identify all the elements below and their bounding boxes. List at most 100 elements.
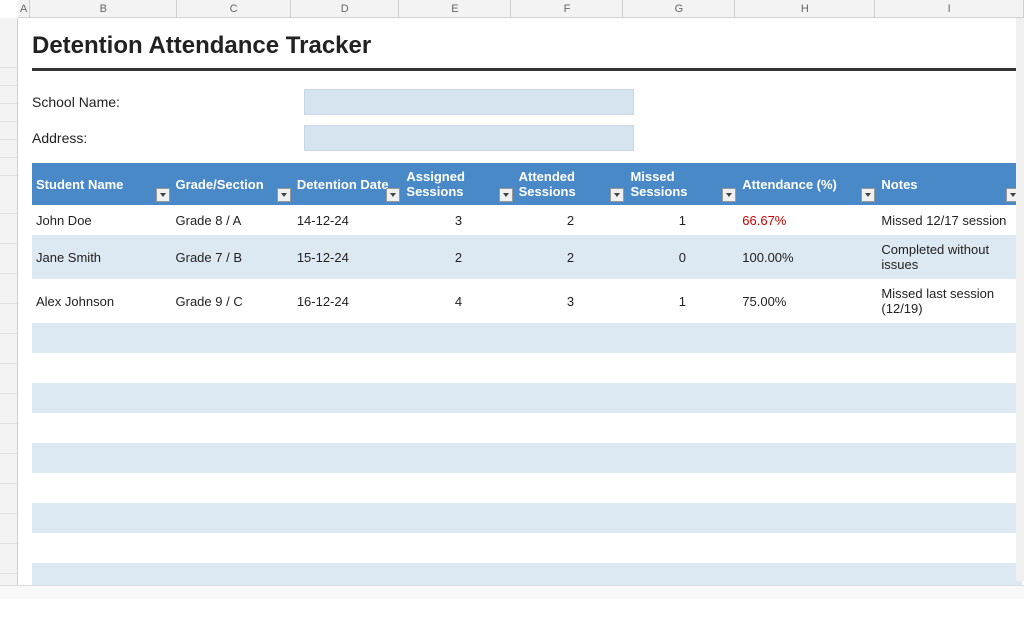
col-header-B[interactable]: B — [30, 0, 177, 17]
cell-empty[interactable] — [402, 413, 514, 443]
filter-dropdown-icon[interactable] — [610, 188, 624, 202]
table-row-empty[interactable] — [32, 353, 1022, 383]
cell-grade[interactable]: Grade 7 / B — [172, 235, 293, 279]
cell-empty[interactable] — [32, 383, 172, 413]
cell-empty[interactable] — [515, 533, 627, 563]
cell-missed[interactable]: 1 — [626, 279, 738, 323]
row-header[interactable] — [0, 158, 17, 176]
cell-empty[interactable] — [626, 533, 738, 563]
cell-empty[interactable] — [877, 503, 1022, 533]
cell-attendance[interactable]: 100.00% — [738, 235, 877, 279]
cell-empty[interactable] — [626, 473, 738, 503]
col-header-G[interactable]: G — [623, 0, 735, 17]
row-header[interactable] — [0, 244, 17, 274]
cell-empty[interactable] — [293, 323, 403, 353]
cell-student[interactable]: Jane Smith — [32, 235, 172, 279]
cell-assigned[interactable]: 2 — [402, 235, 514, 279]
cell-empty[interactable] — [877, 383, 1022, 413]
cell-empty[interactable] — [293, 443, 403, 473]
cell-date[interactable]: 16-12-24 — [293, 279, 403, 323]
filter-dropdown-icon[interactable] — [386, 188, 400, 202]
row-header[interactable] — [0, 304, 17, 334]
table-row-empty[interactable] — [32, 503, 1022, 533]
cell-empty[interactable] — [172, 323, 293, 353]
col-header-A[interactable]: A — [18, 0, 30, 17]
table-row-empty[interactable] — [32, 413, 1022, 443]
row-header[interactable] — [0, 334, 17, 364]
cell-empty[interactable] — [877, 443, 1022, 473]
table-row-empty[interactable] — [32, 533, 1022, 563]
school-name-input[interactable] — [304, 89, 634, 115]
col-header-F[interactable]: F — [511, 0, 623, 17]
cell-empty[interactable] — [738, 413, 877, 443]
cell-empty[interactable] — [32, 533, 172, 563]
cell-empty[interactable] — [402, 353, 514, 383]
filter-dropdown-icon[interactable] — [722, 188, 736, 202]
row-header[interactable] — [0, 454, 17, 484]
cell-empty[interactable] — [172, 353, 293, 383]
cell-empty[interactable] — [172, 443, 293, 473]
row-header[interactable] — [0, 394, 17, 424]
cell-grade[interactable]: Grade 9 / C — [172, 279, 293, 323]
cell-empty[interactable] — [32, 473, 172, 503]
cell-assigned[interactable]: 4 — [402, 279, 514, 323]
cell-empty[interactable] — [32, 503, 172, 533]
cell-empty[interactable] — [402, 383, 514, 413]
cell-empty[interactable] — [172, 413, 293, 443]
cell-student[interactable]: Alex Johnson — [32, 279, 172, 323]
table-row-empty[interactable] — [32, 473, 1022, 503]
cell-empty[interactable] — [738, 353, 877, 383]
cell-empty[interactable] — [293, 533, 403, 563]
cell-attended[interactable]: 2 — [515, 235, 627, 279]
row-header[interactable] — [0, 274, 17, 304]
filter-dropdown-icon[interactable] — [861, 188, 875, 202]
cell-empty[interactable] — [293, 413, 403, 443]
row-header[interactable] — [0, 86, 17, 104]
cell-empty[interactable] — [515, 323, 627, 353]
cell-missed[interactable]: 0 — [626, 235, 738, 279]
cell-attended[interactable]: 2 — [515, 205, 627, 235]
cell-empty[interactable] — [32, 323, 172, 353]
col-header-H[interactable]: H — [735, 0, 875, 17]
cell-empty[interactable] — [738, 443, 877, 473]
cell-empty[interactable] — [738, 533, 877, 563]
row-header[interactable] — [0, 364, 17, 394]
cell-empty[interactable] — [32, 413, 172, 443]
cell-empty[interactable] — [402, 533, 514, 563]
cell-empty[interactable] — [172, 503, 293, 533]
cell-empty[interactable] — [32, 443, 172, 473]
cell-missed[interactable]: 1 — [626, 205, 738, 235]
cell-empty[interactable] — [172, 473, 293, 503]
cell-empty[interactable] — [172, 533, 293, 563]
row-header[interactable] — [0, 544, 17, 574]
table-row[interactable]: Jane SmithGrade 7 / B15-12-24220100.00%C… — [32, 235, 1022, 279]
row-header[interactable] — [0, 68, 17, 86]
cell-empty[interactable] — [877, 533, 1022, 563]
row-header[interactable] — [0, 18, 17, 68]
row-header[interactable] — [0, 214, 17, 244]
cell-empty[interactable] — [402, 473, 514, 503]
cell-empty[interactable] — [293, 383, 403, 413]
row-header[interactable] — [0, 484, 17, 514]
cell-empty[interactable] — [738, 473, 877, 503]
filter-dropdown-icon[interactable] — [277, 188, 291, 202]
cell-empty[interactable] — [738, 383, 877, 413]
cell-empty[interactable] — [626, 383, 738, 413]
row-header[interactable] — [0, 140, 17, 158]
table-row[interactable]: John DoeGrade 8 / A14-12-2432166.67%Miss… — [32, 205, 1022, 235]
cell-empty[interactable] — [877, 323, 1022, 353]
filter-dropdown-icon[interactable] — [499, 188, 513, 202]
cell-attendance[interactable]: 66.67% — [738, 205, 877, 235]
cell-empty[interactable] — [738, 323, 877, 353]
cell-empty[interactable] — [515, 503, 627, 533]
cell-empty[interactable] — [293, 353, 403, 383]
filter-dropdown-icon[interactable] — [156, 188, 170, 202]
cell-empty[interactable] — [626, 413, 738, 443]
row-header[interactable] — [0, 424, 17, 454]
col-header-C[interactable]: C — [177, 0, 291, 17]
table-row-empty[interactable] — [32, 383, 1022, 413]
cell-attended[interactable]: 3 — [515, 279, 627, 323]
cell-empty[interactable] — [738, 503, 877, 533]
cell-empty[interactable] — [515, 473, 627, 503]
cell-notes[interactable]: Missed 12/17 session — [877, 205, 1022, 235]
